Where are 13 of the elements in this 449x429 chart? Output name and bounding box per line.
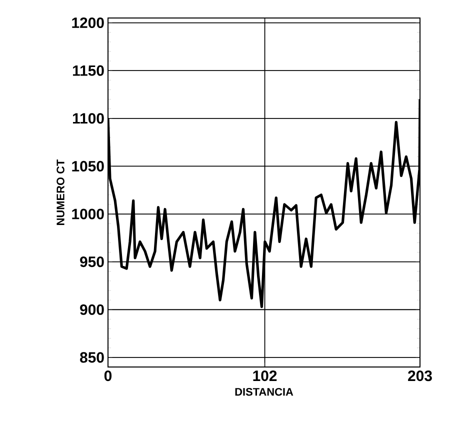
y-tick-label: 900: [80, 304, 104, 315]
y-tick-label: 1150: [73, 65, 104, 76]
y-axis-title: NUMERO CT: [56, 159, 64, 225]
x-tick-label: 203: [408, 370, 432, 382]
y-tick-label: 850: [80, 352, 104, 363]
x-axis-title: DISTANCIA: [235, 388, 294, 396]
x-tick-label: 102: [253, 370, 277, 382]
y-tick-label: 1100: [73, 113, 104, 124]
x-tick-label: 0: [104, 370, 112, 382]
y-tick-label: 1000: [72, 208, 104, 220]
y-tick-label: 950: [80, 256, 104, 268]
y-tick-label: 1050: [72, 160, 104, 172]
y-tick-label: 1200: [72, 17, 104, 28]
